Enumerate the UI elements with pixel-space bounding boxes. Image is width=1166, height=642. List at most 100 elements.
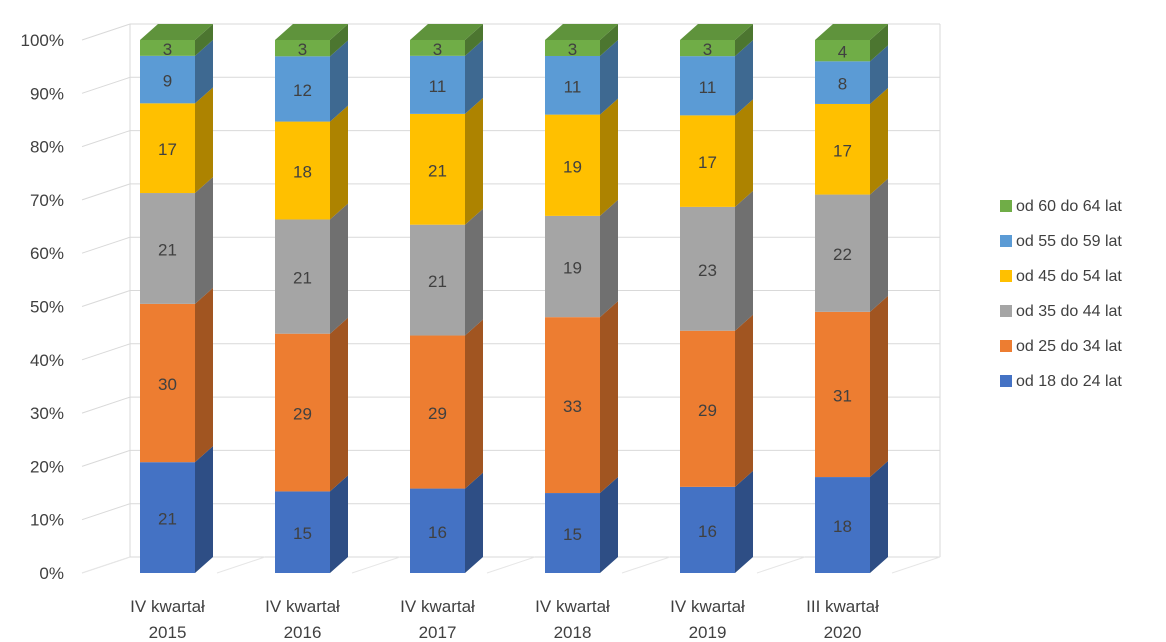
bar-side xyxy=(195,24,213,56)
bar-segment xyxy=(410,97,483,225)
bar-segment xyxy=(680,314,753,487)
bar-top xyxy=(275,24,348,40)
legend-item: od 45 do 54 lat xyxy=(1000,268,1122,285)
bar-front xyxy=(815,311,870,478)
bar-side xyxy=(195,177,213,304)
x-category-label: IV kwartał xyxy=(130,597,205,616)
bar-top xyxy=(680,24,753,40)
bar-segment xyxy=(410,319,483,489)
data-label: 29 xyxy=(428,404,447,423)
floor-divider xyxy=(351,556,401,574)
y-tick-label: 100% xyxy=(21,31,64,50)
bar-segment xyxy=(275,203,348,334)
data-label: 29 xyxy=(698,401,717,420)
bar-front xyxy=(410,113,465,225)
y-axis-tick-labels: 0% 10% 20% 30% 40% 50% 60% 70% 80% 90% 100% xyxy=(21,31,64,583)
bar-front xyxy=(680,206,735,331)
x-category-label: 2016 xyxy=(284,623,322,642)
bar-front xyxy=(545,114,600,216)
gridline-diagonal xyxy=(81,76,131,94)
floor-divider xyxy=(891,556,941,574)
bar-segment xyxy=(680,190,753,331)
bar-segment xyxy=(140,177,213,304)
bar-side xyxy=(735,24,753,57)
bar-segment xyxy=(140,24,213,56)
bar-front xyxy=(140,193,195,304)
bar-segment xyxy=(140,39,213,104)
bar-side xyxy=(330,203,348,334)
bar-side xyxy=(330,40,348,122)
data-label: 21 xyxy=(428,272,447,291)
bar-side xyxy=(465,208,483,336)
bar-segment xyxy=(275,317,348,492)
bar-side xyxy=(870,461,888,573)
bar-front xyxy=(680,40,735,57)
gridline-diagonal xyxy=(81,343,131,361)
data-label: 9 xyxy=(163,72,172,91)
bar-front xyxy=(815,194,870,312)
data-label: 19 xyxy=(563,259,582,278)
bar-side xyxy=(465,97,483,225)
data-labels: 2130211793152921181231629212111315331919… xyxy=(158,40,852,544)
bar-front xyxy=(275,121,330,220)
bar-side xyxy=(330,105,348,220)
x-category-label: 2018 xyxy=(554,623,592,642)
y-tick-label: 0% xyxy=(39,564,64,583)
bar-front xyxy=(815,61,870,104)
x-axis-category-labels: IV kwartał 2015 IV kwartał 2016 IV kwartał 20… xyxy=(130,597,879,642)
bar-front xyxy=(275,40,330,57)
bar-side xyxy=(600,301,618,494)
legend-label: od 35 do 44 lat xyxy=(1016,303,1122,320)
bar-side xyxy=(195,87,213,194)
x-category-label: 2017 xyxy=(419,623,457,642)
bar-top xyxy=(545,24,618,40)
bar-segment xyxy=(815,178,888,312)
bar-segment xyxy=(815,461,888,573)
data-label: 22 xyxy=(833,245,852,264)
x-category-label: 2015 xyxy=(149,623,187,642)
bar-side xyxy=(870,295,888,478)
bar-side xyxy=(735,470,753,573)
bar-side xyxy=(600,24,618,56)
bar-front xyxy=(140,303,195,463)
bar-segment xyxy=(545,199,618,318)
bar-side xyxy=(870,24,888,62)
data-label: 33 xyxy=(563,397,582,416)
bar-side xyxy=(465,24,483,56)
y-tick-label: 90% xyxy=(30,84,64,103)
gridline-diagonal xyxy=(81,23,131,41)
legend-label: od 18 do 24 lat xyxy=(1016,373,1122,390)
floor-divider xyxy=(756,556,806,574)
bar-front xyxy=(275,219,330,334)
bar-side xyxy=(870,87,888,195)
legend-item: od 35 do 44 lat xyxy=(1000,303,1122,320)
floor-divider xyxy=(486,556,536,574)
bar-side xyxy=(735,190,753,331)
data-label: 11 xyxy=(564,77,582,96)
data-label: 16 xyxy=(428,523,447,542)
bar-side xyxy=(330,24,348,57)
gridlines xyxy=(81,23,941,574)
bar-segment xyxy=(815,87,888,195)
data-label: 16 xyxy=(698,522,717,541)
bar-front xyxy=(410,335,465,489)
bar-segment xyxy=(275,105,348,220)
data-label: 12 xyxy=(293,81,312,100)
bar-segment xyxy=(140,446,213,573)
data-label: 15 xyxy=(563,525,582,544)
bar-segment xyxy=(680,40,753,116)
bar-segment xyxy=(545,477,618,573)
gridline-diagonal xyxy=(81,130,131,148)
data-label: 3 xyxy=(163,40,172,59)
y-tick-label: 50% xyxy=(30,298,64,317)
bar-front xyxy=(815,477,870,573)
bar-segment xyxy=(545,301,618,494)
bar-side xyxy=(600,98,618,216)
x-category-label: 2019 xyxy=(689,623,727,642)
x-category-label: IV kwartał xyxy=(400,597,475,616)
data-label: 18 xyxy=(293,163,312,182)
legend-label: od 25 do 34 lat xyxy=(1016,338,1122,355)
gridline-diagonal xyxy=(81,290,131,307)
bar-segment xyxy=(815,295,888,478)
